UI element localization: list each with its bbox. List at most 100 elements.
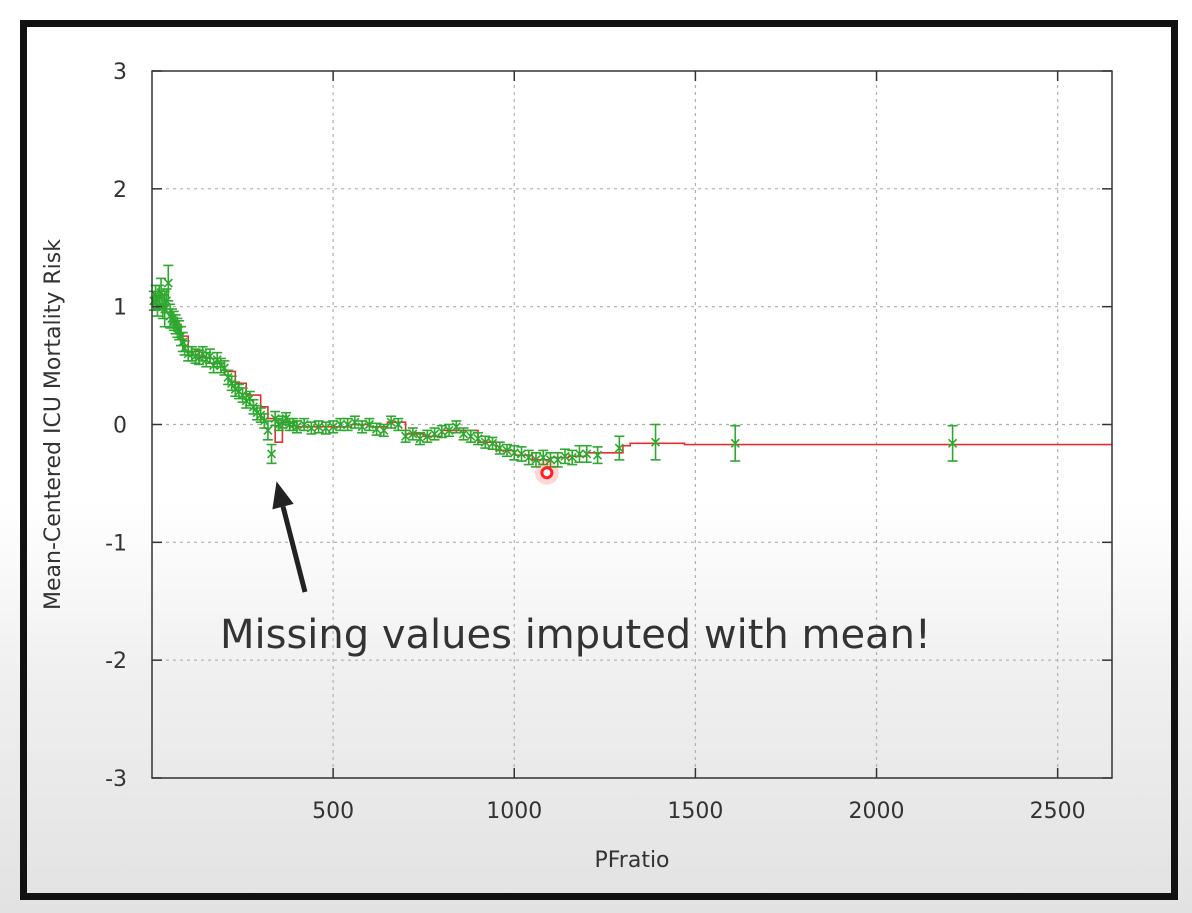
point-marker	[160, 304, 170, 314]
point-marker	[531, 455, 541, 465]
point-marker	[248, 402, 258, 412]
point-marker	[730, 438, 740, 448]
point-marker	[285, 419, 295, 430]
point-marker	[401, 431, 411, 441]
point-marker	[314, 422, 324, 432]
point-marker	[212, 355, 222, 365]
point-marker	[263, 425, 273, 435]
point-marker	[393, 419, 403, 430]
data-point	[436, 424, 447, 439]
data-point	[175, 325, 186, 347]
data-point	[262, 420, 273, 441]
point-marker	[614, 443, 624, 453]
data-point	[422, 429, 433, 443]
grid-lines	[152, 71, 1112, 778]
x-tick-label: 2000	[849, 799, 905, 824]
data-point	[581, 444, 592, 464]
data-point	[458, 427, 469, 441]
point-marker	[593, 450, 603, 460]
data-point	[538, 449, 549, 466]
data-point	[947, 424, 958, 462]
point-marker	[187, 349, 197, 359]
data-point	[244, 390, 255, 407]
point-marker	[948, 438, 958, 448]
point-marker	[574, 449, 585, 459]
y-tick-label: 3	[113, 60, 127, 85]
data-point	[480, 435, 491, 449]
point-marker	[451, 422, 461, 432]
x-axis-title: PFratio	[594, 848, 669, 873]
point-marker	[524, 452, 534, 463]
point-marker	[372, 424, 382, 434]
point-marker	[437, 427, 447, 437]
point-marker	[219, 363, 230, 373]
point-marker	[209, 361, 219, 371]
data-point	[237, 387, 248, 403]
plot-area	[148, 264, 1112, 485]
data-point	[371, 422, 382, 436]
point-marker	[252, 408, 262, 418]
point-marker	[466, 431, 476, 441]
data-point	[407, 427, 418, 441]
data-point	[163, 264, 174, 302]
data-point	[730, 424, 741, 462]
data-point	[592, 446, 603, 465]
point-marker	[422, 431, 432, 441]
data-point	[523, 449, 534, 466]
point-marker	[444, 425, 454, 435]
data-point	[306, 421, 317, 435]
point-marker	[198, 349, 208, 359]
data-point	[386, 415, 397, 429]
data-point	[393, 417, 404, 432]
point-marker	[174, 325, 184, 335]
point-marker	[650, 437, 661, 447]
point-marker	[321, 423, 331, 433]
point-marker	[560, 451, 570, 461]
point-marker	[582, 449, 592, 459]
point-marker	[238, 390, 248, 400]
point-marker	[288, 419, 298, 430]
axes: 500 1000 1500 2000 2500 3 2 1 0 -1 -2 -3	[105, 60, 1113, 824]
data-point	[614, 435, 625, 461]
data-point	[328, 420, 339, 434]
data-point	[650, 423, 661, 461]
point-marker	[509, 448, 519, 458]
point-marker	[502, 445, 512, 455]
point-marker	[245, 394, 255, 404]
point-marker	[335, 419, 345, 430]
data-point	[197, 345, 208, 362]
series-line	[152, 299, 1112, 461]
point-marker	[149, 296, 159, 306]
data-point	[179, 340, 190, 356]
y-tick-label: 2	[113, 178, 127, 203]
point-marker	[408, 429, 418, 439]
point-marker	[292, 422, 302, 432]
point-marker	[176, 331, 186, 341]
data-point	[320, 421, 331, 435]
data-point	[487, 436, 498, 451]
point-marker	[386, 417, 396, 427]
point-marker	[178, 337, 188, 347]
data-point	[531, 451, 541, 468]
x-tick-label: 2500	[1030, 799, 1086, 824]
point-marker	[350, 417, 360, 427]
point-marker	[553, 455, 563, 465]
y-tick-label: 1	[113, 296, 127, 321]
data-point	[502, 443, 513, 458]
data-point	[364, 417, 375, 432]
data-point	[509, 444, 520, 461]
point-marker	[415, 434, 425, 444]
data-point	[266, 443, 277, 465]
point-marker	[163, 278, 173, 288]
data-point	[415, 431, 426, 446]
point-marker	[480, 437, 490, 447]
annotation-arrow-shaft	[280, 505, 308, 593]
data-point	[451, 420, 462, 434]
point-marker	[487, 438, 498, 448]
slide-border	[20, 20, 1178, 900]
y-tick-label: -1	[105, 531, 127, 556]
point-marker	[328, 422, 338, 432]
point-marker	[567, 452, 577, 463]
